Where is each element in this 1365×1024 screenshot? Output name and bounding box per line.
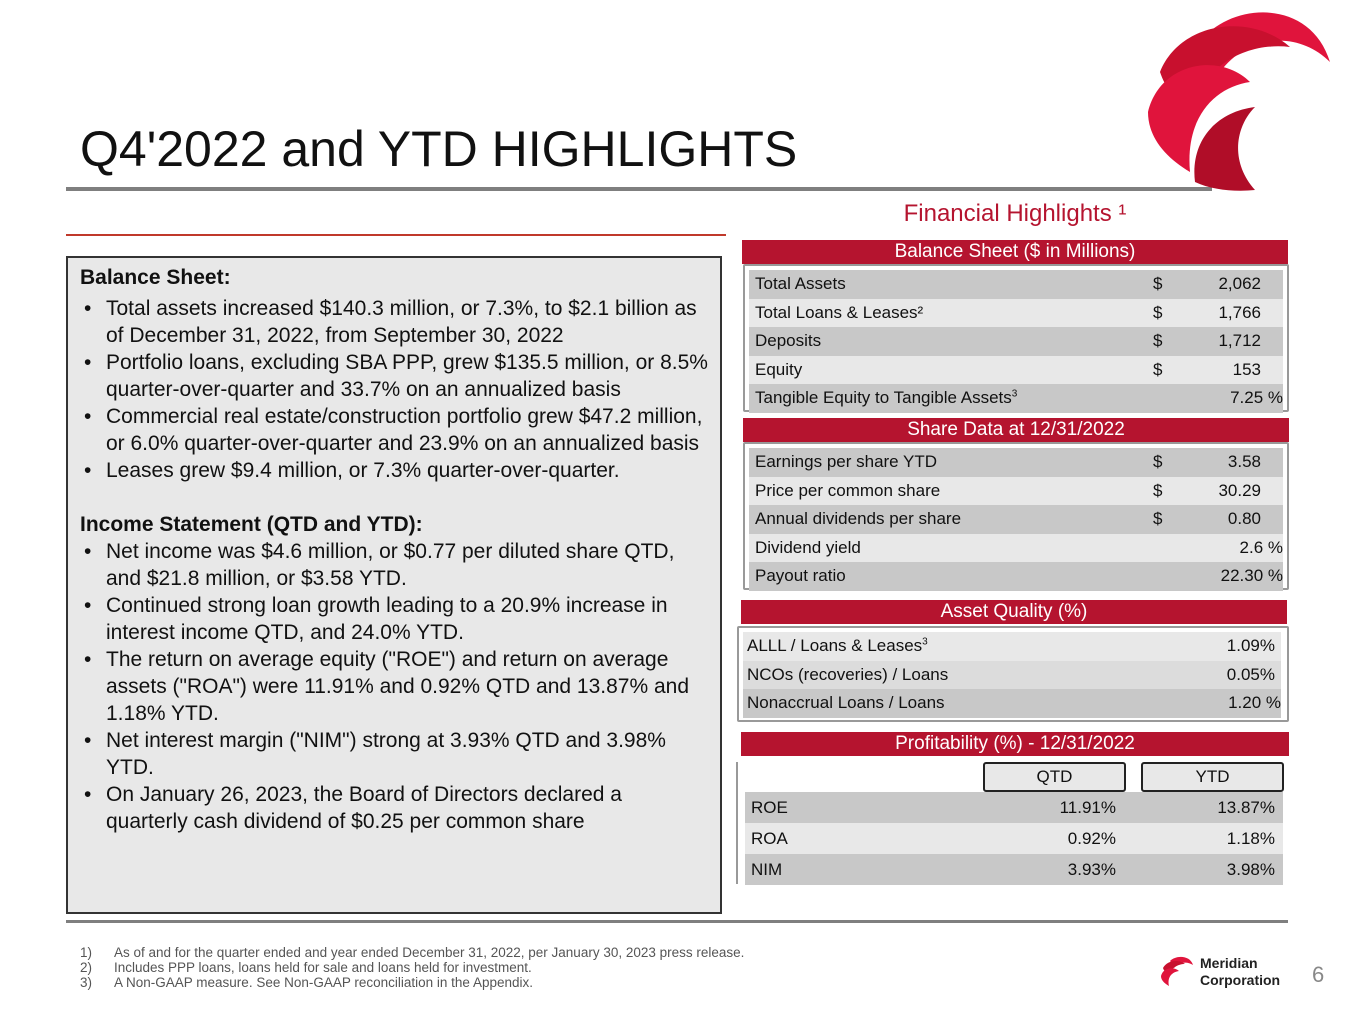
asset-quality-header: Asset Quality (%): [741, 600, 1287, 624]
row-value: 1,766: [1218, 302, 1261, 322]
row-label: Price per common share: [755, 480, 941, 500]
profitability-rows: ROE 11.91% 13.87% ROA 0.92% 1.18% NIM 3.…: [745, 792, 1283, 885]
table-row: Deposits $ 1,712: [749, 327, 1283, 356]
row-currency: $: [1153, 331, 1163, 350]
meridian-small-logo-icon: [1161, 956, 1193, 986]
row-value: 0.05%: [1226, 664, 1275, 684]
row-label: Payout ratio: [755, 566, 846, 585]
row-value: 22.30 %: [1220, 566, 1283, 585]
table-row: Price per common share $ 30.29: [749, 476, 1283, 505]
footnote: 3) A Non-GAAP measure. See Non-GAAP recon…: [80, 975, 533, 990]
footnote: 2) Includes PPP loans, loans held for sal…: [80, 960, 532, 975]
balance-sheet-heading: Balance Sheet:: [80, 266, 231, 289]
row-currency: $: [1153, 452, 1163, 471]
table-row: ROA 0.92% 1.18%: [745, 823, 1283, 854]
ytd-value: 13.87%: [1217, 798, 1275, 817]
row-value: 3.58: [1227, 452, 1261, 471]
income-bullet: The return on average equity ("ROE") and…: [80, 646, 708, 727]
row-label: Dividend yield: [755, 537, 861, 557]
row-label: Earnings per share YTD: [755, 452, 938, 471]
row-currency: $: [1153, 302, 1163, 322]
meridian-logo-icon: [1148, 12, 1330, 191]
row-value: 153: [1232, 359, 1261, 379]
left-accent-rule: [66, 234, 726, 236]
table-row: ALLL / Loans & Leases3 1.09%: [743, 632, 1281, 661]
table-row: Total Loans & Leases² $ 1,766: [749, 298, 1283, 327]
page-number: 6: [1312, 962, 1325, 987]
row-label: NCOs (recoveries) / Loans: [747, 664, 949, 684]
table-row: Equity $ 153: [749, 355, 1283, 384]
ytd-value: 3.98%: [1226, 860, 1275, 879]
row-label: Nonaccrual Loans / Loans: [747, 693, 945, 712]
company-name: Meridian Corporation: [1200, 955, 1281, 988]
balance-sheet-header: Balance Sheet ($ in Millions): [742, 240, 1288, 264]
row-label: ROE: [751, 798, 788, 817]
qtd-value: 11.91%: [1059, 798, 1116, 817]
row-label: Total Loans & Leases²: [755, 302, 924, 322]
row-value: 1.20 %: [1228, 693, 1281, 712]
row-currency: $: [1153, 509, 1163, 528]
table-row: Total Assets $ 2,062: [749, 270, 1283, 299]
balance-sheet-table: Total Assets $ 2,062 Total Loans & Lease…: [743, 264, 1289, 413]
row-currency: $: [1153, 480, 1163, 500]
row-label: NIM: [751, 860, 783, 879]
table-row: Dividend yield 2.6 %: [749, 533, 1283, 562]
balance-bullet: Portfolio loans, excluding SBA PPP, grew…: [80, 349, 708, 403]
row-currency: $: [1153, 359, 1163, 379]
title-divider: [66, 187, 1212, 191]
income-statement-heading: Income Statement (QTD and YTD):: [80, 513, 423, 536]
qtd-column-header: QTD: [983, 762, 1126, 792]
row-value: 1,712: [1218, 331, 1261, 350]
table-row: Earnings per share YTD $ 3.58: [749, 448, 1283, 477]
qtd-value: 3.93%: [1067, 860, 1116, 879]
table-row: NIM 3.93% 3.98%: [745, 854, 1283, 885]
profitability-table: [736, 762, 1288, 884]
row-value: 2,062: [1218, 274, 1261, 293]
row-value: 7.25 %: [1230, 388, 1283, 407]
row-label: ROA: [751, 829, 788, 848]
income-bullet: Continued strong loan growth leading to …: [80, 592, 708, 646]
row-label: Equity: [755, 359, 803, 379]
footer-divider: [66, 920, 1288, 923]
financial-highlights-title: Financial Highlights ¹: [903, 200, 1127, 227]
share-data-header: Share Data at 12/31/2022: [743, 418, 1289, 442]
table-row: Tangible Equity to Tangible Assets3 7.25…: [749, 384, 1283, 413]
ytd-value: 1.18%: [1226, 829, 1275, 848]
row-value: 1.09%: [1226, 636, 1275, 655]
row-currency: $: [1153, 274, 1163, 293]
footnotes: 1) As of and for the quarter ended and ye…: [80, 945, 744, 990]
row-label: Annual dividends per share: [755, 509, 962, 528]
highlights-commentary-panel: Balance Sheet: Total assets increased $1…: [66, 256, 722, 914]
table-row: Annual dividends per share $ 0.80: [749, 505, 1283, 534]
asset-quality-table: ALLL / Loans & Leases3 1.09% NCOs (recov…: [737, 626, 1289, 722]
income-bullet: On January 26, 2023, the Board of Direct…: [80, 781, 708, 835]
row-label: Deposits: [755, 331, 822, 350]
row-value: 30.29: [1218, 480, 1261, 500]
ytd-column-header: YTD: [1141, 762, 1284, 792]
table-row: ROE 11.91% 13.87%: [745, 792, 1283, 823]
row-label: Tangible Equity to Tangible Assets3: [755, 388, 1018, 407]
table-row: Payout ratio 22.30 %: [749, 562, 1283, 591]
income-bullet: Net interest margin ("NIM") strong at 3.…: [80, 727, 708, 781]
qtd-value: 0.92%: [1067, 829, 1116, 848]
row-label: ALLL / Loans & Leases3: [747, 636, 928, 655]
income-bullet: Net income was $4.6 million, or $0.77 pe…: [80, 538, 708, 592]
page-title: Q4'2022 and YTD HIGHLIGHTS: [80, 121, 798, 177]
row-value: 0.80: [1227, 509, 1261, 528]
footnote: 1) As of and for the quarter ended and ye…: [80, 945, 745, 960]
balance-bullet: Leases grew $9.4 million, or 7.3% quarte…: [80, 457, 708, 484]
share-data-table: Earnings per share YTD $ 3.58 Price per …: [743, 442, 1289, 591]
balance-bullet: Total assets increased $140.3 million, o…: [80, 295, 708, 349]
balance-bullet: Commercial real estate/construction port…: [80, 403, 708, 457]
table-row: Nonaccrual Loans / Loans 1.20 %: [743, 689, 1281, 718]
row-label: Total Assets: [755, 274, 846, 293]
profitability-header: Profitability (%) - 12/31/2022: [741, 732, 1289, 756]
row-value: 2.6 %: [1239, 537, 1283, 557]
table-row: NCOs (recoveries) / Loans 0.05%: [743, 660, 1281, 689]
